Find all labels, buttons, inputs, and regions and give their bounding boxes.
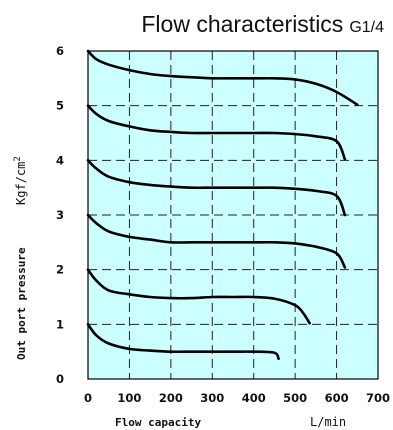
- flow-curve-6: [86, 49, 359, 106]
- x-tick-label: 300: [200, 391, 224, 405]
- y-tick-label: 1: [56, 317, 64, 331]
- curves-group: [86, 49, 359, 361]
- x-tick-label: 400: [242, 391, 266, 405]
- x-tick-label: 0: [84, 391, 92, 405]
- y-axis-unit: Kgf/cm2: [13, 156, 28, 205]
- chart-title-subtitle: G1/4: [349, 19, 384, 36]
- flow-curve-4: [86, 159, 347, 217]
- x-axis-label: Flow capacity: [115, 416, 201, 429]
- x-tick-label: 700: [366, 391, 390, 405]
- flow-curve-5: [86, 104, 347, 161]
- x-axis-unit: L/min: [310, 415, 346, 429]
- y-tick-label: 5: [56, 99, 64, 113]
- x-tick-label: 100: [117, 391, 141, 405]
- x-tick-label: 200: [159, 391, 183, 405]
- y-tick-label: 3: [56, 208, 64, 222]
- y-axis-unit-text: Kgf/cm: [14, 162, 28, 205]
- y-tick-label: 0: [56, 372, 64, 386]
- flow-curve-2: [86, 268, 311, 325]
- chart-title: Flow characteristics G1/4: [141, 11, 384, 37]
- y-tick-label: 2: [56, 263, 64, 277]
- y-axis-unit-superscript: 2: [13, 156, 23, 161]
- flow-curve-3: [86, 213, 347, 269]
- flow-curve-1: [86, 323, 280, 361]
- y-tick-label: 4: [56, 153, 64, 167]
- x-tick-label: 600: [325, 391, 349, 405]
- y-tick-label: 6: [56, 44, 64, 58]
- tick-labels-group: 0 100 200 300 400 500 600 700 0 1 2 3 4 5 6: [56, 44, 390, 405]
- plot-area: [87, 50, 379, 380]
- y-axis-label: Out port pressure: [15, 247, 28, 360]
- chart-title-main: Flow characteristics: [141, 11, 343, 37]
- x-tick-label: 500: [283, 391, 307, 405]
